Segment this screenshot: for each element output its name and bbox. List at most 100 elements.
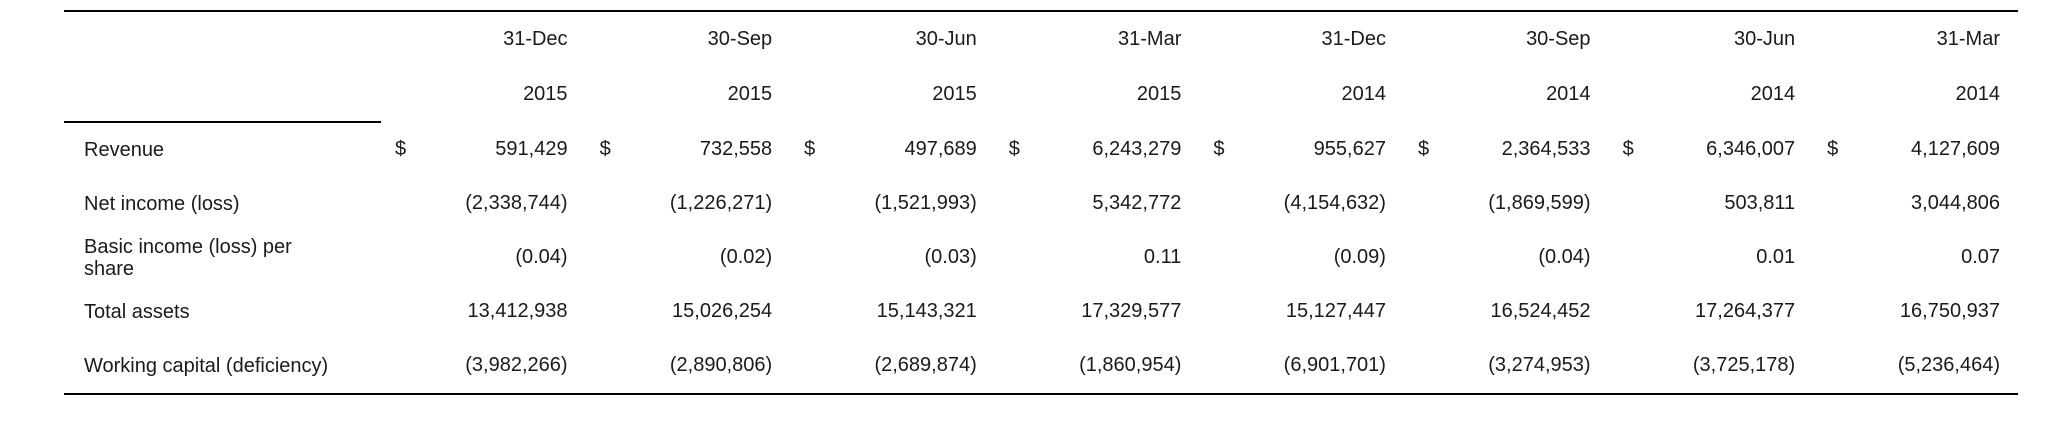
table-cell-value: 6,243,279 xyxy=(1092,137,1182,160)
currency-symbol xyxy=(790,177,830,231)
currency-symbol xyxy=(1608,338,1649,395)
table-row: Total assets 13,412,938 15,026,254 15,143,3… xyxy=(64,285,2018,339)
column-header-year: 2014 xyxy=(1955,82,2001,105)
currency-symbol xyxy=(1199,231,1239,285)
table-cell-value: (3,725,178) xyxy=(1648,338,1814,395)
currency-symbol xyxy=(790,285,830,339)
column-header-year: 2015 xyxy=(932,82,977,105)
currency-symbol: $ xyxy=(1417,137,1430,160)
table-cell-value: 15,026,254 xyxy=(672,300,773,322)
currency-symbol xyxy=(1813,231,1853,285)
currency-symbol xyxy=(380,338,422,395)
table-cell-value: 732,558 xyxy=(699,137,773,160)
currency-symbol xyxy=(1609,177,1649,231)
table-cell-value: (1,860,954) xyxy=(1034,338,1200,395)
currency-symbol xyxy=(1813,285,1853,339)
column-header-year: 2014 xyxy=(1750,82,1796,105)
currency-symbol: $ xyxy=(1213,137,1225,160)
table-cell-value: 13,412,938 xyxy=(467,300,568,322)
currency-symbol xyxy=(585,338,626,395)
currency-symbol xyxy=(381,231,421,285)
currency-symbol xyxy=(1813,338,1854,395)
row-label: Basic income (loss) per share xyxy=(84,235,292,280)
currency-symbol: $ xyxy=(1827,137,1839,160)
currency-symbol xyxy=(995,177,1035,231)
table-cell-value: (0.09) xyxy=(1333,246,1386,268)
quarterly-financial-table: 31-Dec 30-Sep 30-Jun 31-Mar 31-Dec 30-Sep 30-J… xyxy=(64,10,2018,395)
column-header-month: 31-Dec xyxy=(1199,10,1404,67)
table-cell-value: (1,869,599) xyxy=(1488,192,1591,214)
currency-symbol xyxy=(1199,338,1240,395)
table-cell-value: 2,364,533 xyxy=(1501,137,1591,160)
currency-symbol: $ xyxy=(1622,137,1634,160)
table-cell-value: 5,342,772 xyxy=(1092,192,1182,214)
table-cell-value: 955,627 xyxy=(1313,137,1386,160)
table-cell-value: (2,890,806) xyxy=(625,338,791,395)
column-header-month: 31-Mar xyxy=(1813,10,2018,67)
table-cell-value: 15,127,447 xyxy=(1285,300,1386,322)
table-cell-value: 15,143,321 xyxy=(876,300,977,322)
table-cell-value: 3,044,806 xyxy=(1911,192,2000,214)
currency-symbol xyxy=(586,231,626,285)
currency-symbol xyxy=(1609,285,1649,339)
currency-symbol xyxy=(1404,231,1444,285)
column-header-month: 30-Jun xyxy=(790,10,995,67)
header-blank-cell xyxy=(64,66,381,123)
currency-symbol: $ xyxy=(599,137,611,160)
table-cell-value: (6,901,701) xyxy=(1239,338,1404,395)
column-header-month: 31-Dec xyxy=(380,10,586,67)
currency-symbol xyxy=(1813,177,1853,231)
column-header-month: 30-Sep xyxy=(585,10,791,67)
currency-symbol xyxy=(995,285,1035,339)
table-cell-value: (2,689,874) xyxy=(830,338,995,395)
column-header-year: 2015 xyxy=(1136,82,1182,105)
table-cell-value: 17,264,377 xyxy=(1695,300,1796,322)
column-header-year: 2014 xyxy=(1546,82,1591,105)
currency-symbol xyxy=(1404,285,1444,339)
row-label: Working capital (deficiency) xyxy=(64,338,381,395)
currency-symbol xyxy=(790,231,830,285)
table-cell-value: (3,982,266) xyxy=(421,338,586,395)
currency-symbol: $ xyxy=(804,137,816,160)
currency-symbol xyxy=(1404,177,1444,231)
row-label: Total assets xyxy=(84,300,190,323)
table-cell-value: (0.02) xyxy=(719,246,773,268)
column-header-year: 2014 xyxy=(1341,82,1386,105)
table-row: Revenue $591,429 $732,558 $497,689 $6,243,27… xyxy=(64,122,2018,177)
currency-symbol xyxy=(586,285,626,339)
header-blank-cell xyxy=(64,10,381,67)
table-row: Basic income (loss) per share (0.04) (0.02… xyxy=(64,231,2018,285)
currency-symbol xyxy=(586,177,626,231)
table-cell-value: (0.03) xyxy=(924,246,977,268)
table-cell-value: (1,226,271) xyxy=(669,192,773,214)
table-row: Net income (loss) (2,338,744) (1,226,271) (… xyxy=(64,177,2018,231)
currency-symbol: $ xyxy=(1008,137,1020,160)
table-cell-value: (5,236,464) xyxy=(1853,338,2018,395)
table-cell-value: 16,524,452 xyxy=(1490,300,1591,322)
currency-symbol xyxy=(995,231,1035,285)
table-row: Working capital (deficiency) (3,982,266) (… xyxy=(64,338,2018,395)
column-header-month: 30-Jun xyxy=(1608,10,1814,67)
column-header-year: 2015 xyxy=(727,82,773,105)
header-row-year: 2015 2015 2015 2015 2014 2014 2014 2014 xyxy=(64,66,2018,123)
currency-symbol xyxy=(1199,177,1239,231)
row-label: Revenue xyxy=(84,138,165,161)
column-header-year: 2015 xyxy=(523,82,568,105)
currency-symbol xyxy=(1403,338,1445,395)
table-cell-value: (3,274,953) xyxy=(1444,338,1609,395)
table-cell-value: 0.01 xyxy=(1756,246,1796,268)
header-row-month: 31-Dec 30-Sep 30-Jun 31-Mar 31-Dec 30-Sep 30-J… xyxy=(64,10,2018,67)
table-cell-value: 503,811 xyxy=(1724,192,1796,214)
currency-symbol: $ xyxy=(394,137,407,160)
table-cell-value: (2,338,744) xyxy=(465,192,568,214)
currency-symbol xyxy=(381,177,421,231)
table-cell-value: 0.11 xyxy=(1143,246,1182,268)
currency-symbol xyxy=(790,338,831,395)
table-cell-value: 16,750,937 xyxy=(1899,300,2000,322)
column-header-month: 30-Sep xyxy=(1403,10,1609,67)
table-cell-value: 0.07 xyxy=(1961,246,2000,268)
table-cell-value: 4,127,609 xyxy=(1911,137,2000,160)
column-header-month: 31-Mar xyxy=(994,10,1200,67)
currency-symbol xyxy=(381,285,421,339)
